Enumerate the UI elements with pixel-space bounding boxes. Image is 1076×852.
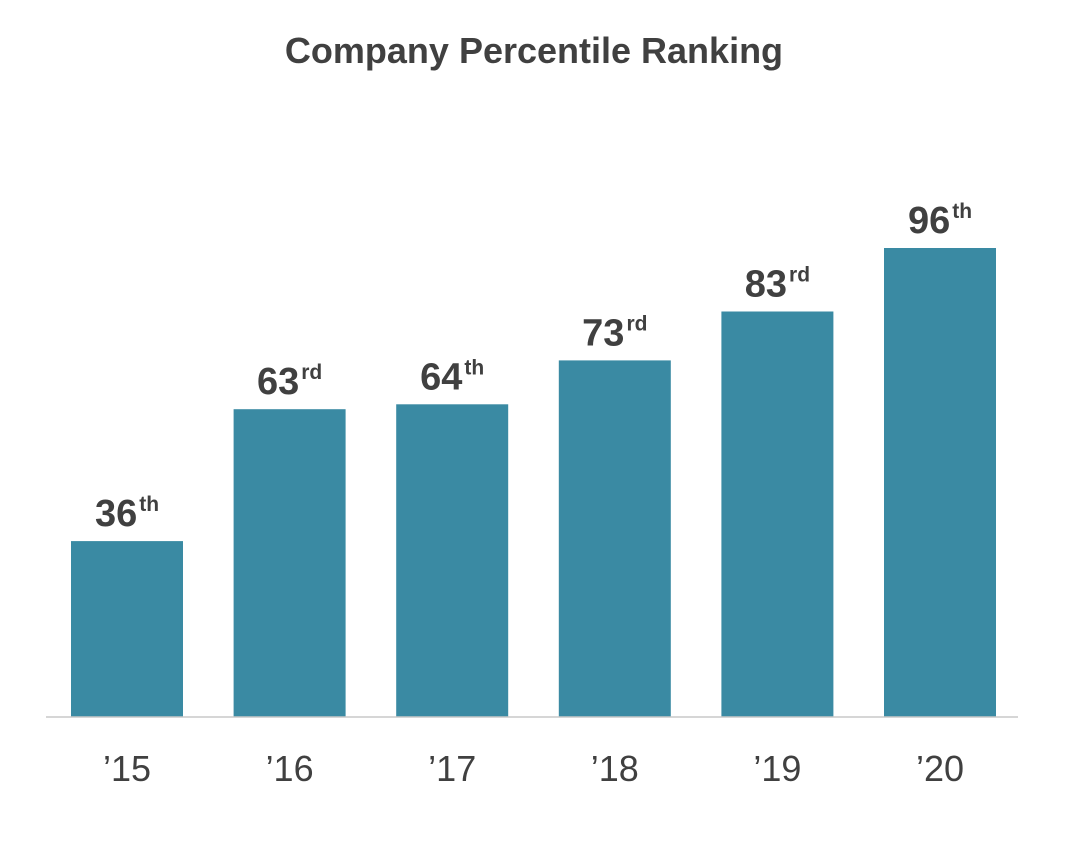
- chart-title: Company Percentile Ranking: [285, 30, 783, 71]
- x-tick-label-5: ’20: [916, 748, 964, 789]
- value-label-number-4: 83: [745, 264, 787, 306]
- x-tick-label-3: ’18: [591, 748, 639, 789]
- value-label-2: 64th: [420, 356, 484, 398]
- value-label-number-0: 36: [95, 493, 137, 535]
- value-label-number-1: 63: [257, 361, 299, 403]
- value-label-5: 96th: [908, 200, 972, 242]
- value-label-0: 36th: [95, 493, 159, 535]
- value-label-suffix-2: th: [464, 356, 484, 379]
- bar-5: [884, 248, 996, 717]
- value-label-number-2: 64: [420, 356, 462, 398]
- x-tick-label-1: ’16: [266, 748, 314, 789]
- value-label-number-5: 96: [908, 200, 950, 242]
- bar-1: [233, 409, 346, 717]
- bars-group: [71, 248, 996, 717]
- value-label-4: 83rd: [745, 264, 810, 306]
- value-label-suffix-1: rd: [301, 361, 322, 384]
- bar-4: [721, 311, 834, 717]
- x-tick-label-4: ’19: [753, 748, 801, 789]
- value-label-1: 63rd: [257, 361, 322, 403]
- bar-2: [396, 404, 509, 717]
- bar-0: [71, 541, 183, 717]
- value-label-suffix-5: th: [952, 200, 972, 223]
- value-label-suffix-0: th: [139, 493, 159, 516]
- value-label-number-3: 73: [582, 312, 624, 354]
- x-tick-label-2: ’17: [428, 748, 476, 789]
- x-tick-labels-group: ’15 ’16 ’17 ’18 ’19 ’20: [103, 748, 964, 789]
- x-tick-label-0: ’15: [103, 748, 151, 789]
- value-label-3: 73rd: [582, 312, 647, 354]
- bar-3: [558, 360, 671, 717]
- value-label-suffix-3: rd: [626, 312, 647, 335]
- value-label-suffix-4: rd: [789, 264, 810, 287]
